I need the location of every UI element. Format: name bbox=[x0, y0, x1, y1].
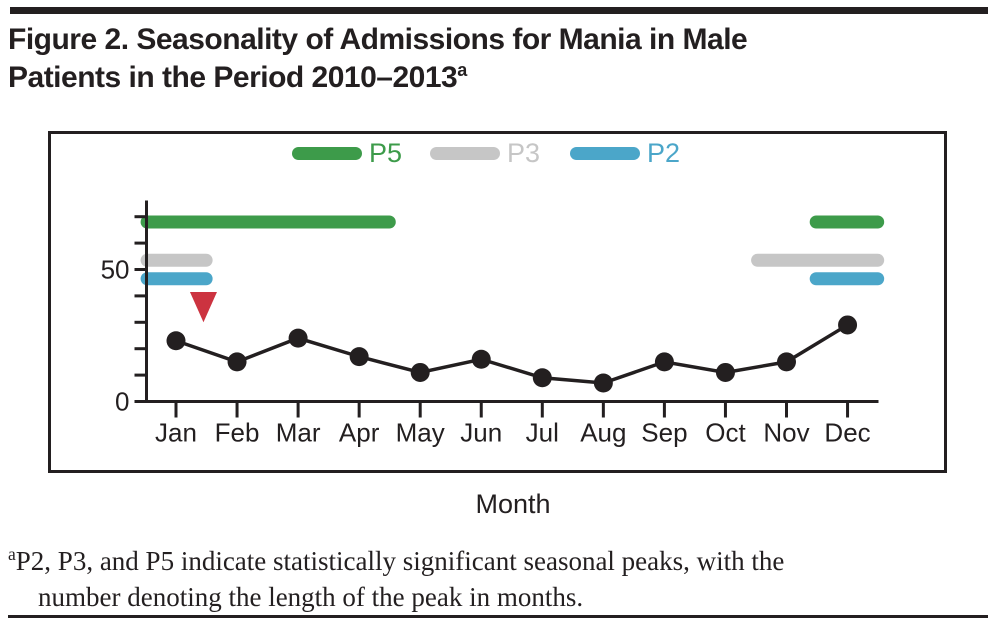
p3-swatch-icon bbox=[430, 146, 500, 160]
x-tick-label: May bbox=[396, 418, 445, 448]
legend-item-p2: P2 bbox=[570, 139, 680, 167]
footnote: aP2, P3, and P5 indicate statistically s… bbox=[8, 543, 988, 615]
legend-label-p2: P2 bbox=[647, 138, 681, 168]
peak-bar-p3 bbox=[751, 253, 885, 267]
peak-bar-p5 bbox=[809, 215, 885, 229]
chart-panel: 0 50 Jan Feb Mar Apr May Jun Jul Aug Sep Oct Nov Dec bbox=[48, 131, 947, 473]
figure-title-line1: Figure 2. Seasonality of Admissions for … bbox=[8, 23, 748, 56]
figure-title: Figure 2. Seasonality of Admissions for … bbox=[8, 21, 748, 97]
x-tick-label: Oct bbox=[705, 418, 746, 448]
data-point bbox=[288, 328, 308, 348]
data-point bbox=[471, 349, 491, 369]
data-point bbox=[532, 368, 552, 388]
legend-item-p3: P3 bbox=[430, 139, 540, 167]
data-point bbox=[166, 331, 186, 351]
data-point bbox=[777, 352, 796, 372]
peak-bar-p2 bbox=[809, 272, 885, 286]
x-tick-label: Aug bbox=[580, 418, 626, 448]
legend: P5 P3 P2 bbox=[0, 139, 996, 167]
data-point bbox=[410, 362, 430, 382]
y-tick-label: 50 bbox=[101, 255, 130, 285]
peak-bar-p2 bbox=[140, 272, 213, 286]
data-point bbox=[349, 347, 369, 367]
x-axis-title: Month bbox=[475, 489, 551, 519]
x-tick-label: Nov bbox=[763, 418, 809, 448]
x-tick-label: Sep bbox=[641, 418, 687, 448]
legend-label-p5: P5 bbox=[369, 138, 403, 168]
title-superscript: a bbox=[457, 60, 467, 80]
x-tick-label: Jan bbox=[155, 418, 197, 448]
legend-item-p5: P5 bbox=[292, 139, 402, 167]
data-point bbox=[593, 373, 613, 393]
plot-svg: 0 50 Jan Feb Mar Apr May Jun Jul Aug Sep Oct Nov Dec bbox=[101, 200, 885, 448]
x-tick-label: Mar bbox=[276, 418, 321, 448]
footnote-line1: aP2, P3, and P5 indicate statistically s… bbox=[8, 544, 785, 576]
p5-swatch-icon bbox=[292, 146, 362, 160]
data-point bbox=[715, 362, 735, 382]
footnote-line2: number denoting the length of the peak i… bbox=[38, 582, 584, 612]
bottom-rule bbox=[8, 615, 988, 618]
x-tick-label: Dec bbox=[824, 418, 870, 448]
data-point bbox=[654, 352, 674, 372]
data-point bbox=[227, 352, 247, 372]
p2-swatch-icon bbox=[570, 146, 640, 160]
legend-label-p3: P3 bbox=[507, 138, 541, 168]
x-tick-label: Feb bbox=[215, 418, 260, 448]
y-tick-label: 0 bbox=[115, 387, 129, 417]
peak-marker-triangle-icon bbox=[189, 291, 217, 323]
footnote-superscript: a bbox=[8, 544, 16, 564]
data-line bbox=[175, 323, 849, 385]
data-point bbox=[838, 315, 858, 335]
x-tick-label: Apr bbox=[339, 418, 380, 448]
peak-bar-p5 bbox=[140, 215, 396, 229]
x-tick-label: Jun bbox=[460, 418, 502, 448]
x-tick-label: Jul bbox=[526, 418, 559, 448]
top-rule bbox=[10, 7, 988, 14]
figure-title-line2: Patients in the Period 2010–2013a bbox=[8, 60, 467, 94]
peak-bar-p3 bbox=[140, 253, 213, 267]
